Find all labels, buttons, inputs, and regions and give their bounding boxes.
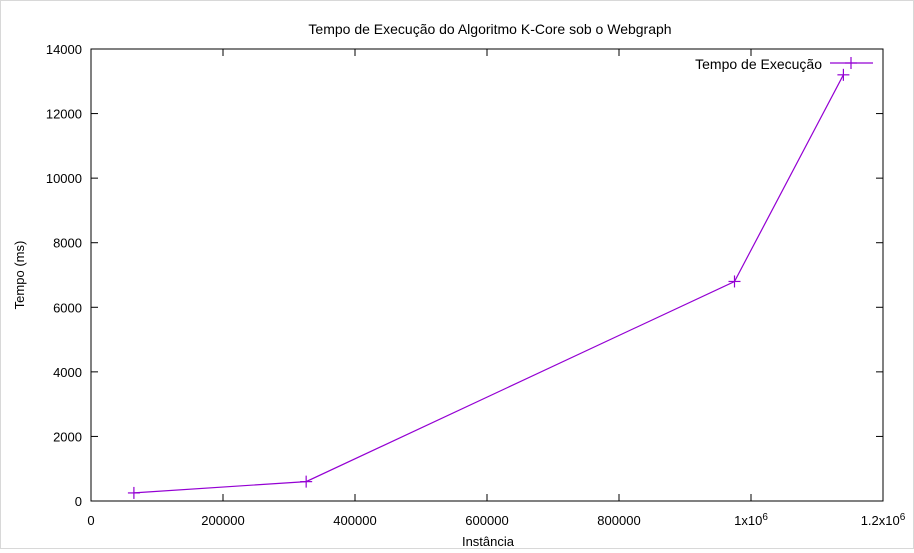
x-tick-label: 600000 <box>465 513 508 528</box>
y-tick-label: 6000 <box>53 300 82 315</box>
y-tick-label: 10000 <box>46 171 82 186</box>
x-tick-label: 0 <box>87 513 94 528</box>
data-point-marker <box>300 475 313 488</box>
plot-area <box>90 48 884 502</box>
y-axis-label: Tempo (ms) <box>12 241 27 310</box>
y-tick-label: 14000 <box>46 42 82 57</box>
series-layer <box>127 68 850 499</box>
x-axis-label: Instância <box>462 534 515 548</box>
data-point-marker <box>127 486 140 499</box>
chart-title: Tempo de Execução do Algoritmo K-Core so… <box>308 21 671 37</box>
x-tick-label: 1.2x106 <box>861 512 906 528</box>
series-line <box>133 74 844 494</box>
x-tick-label: 200000 <box>201 513 244 528</box>
y-axis: 0 2000 4000 6000 8000 10000 12000 14000 <box>46 42 883 509</box>
legend: Tempo de Execução <box>695 56 873 72</box>
legend-label: Tempo de Execução <box>695 56 822 72</box>
data-point-marker <box>837 68 850 81</box>
legend-marker <box>845 57 857 69</box>
data-point-marker <box>728 275 741 288</box>
y-tick-label: 12000 <box>46 107 82 122</box>
y-tick-label: 2000 <box>53 429 82 444</box>
y-tick-label: 8000 <box>53 236 82 251</box>
y-tick-label: 0 <box>75 494 82 509</box>
x-axis: 0 200000 400000 600000 800000 1x106 1.2x106 <box>87 49 906 528</box>
y-tick-label: 4000 <box>53 365 82 380</box>
x-tick-label: 800000 <box>597 513 640 528</box>
x-tick-label: 400000 <box>333 513 376 528</box>
x-tick-label: 1x106 <box>734 512 768 528</box>
